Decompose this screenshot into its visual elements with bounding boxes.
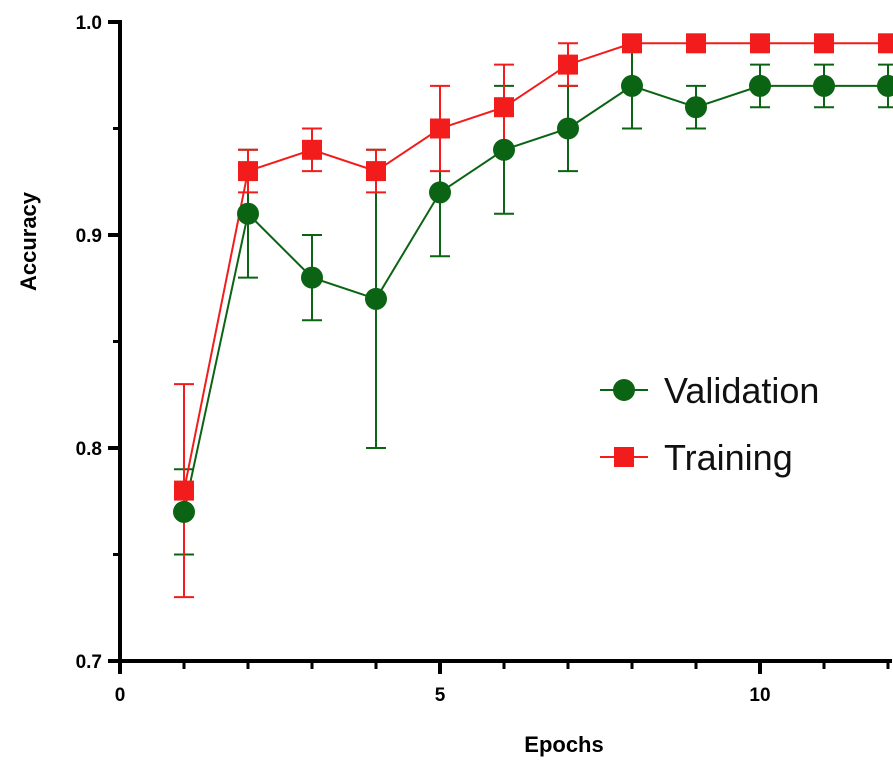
legend: Validation Training bbox=[600, 370, 819, 478]
legend-item-validation: Validation bbox=[600, 370, 819, 411]
training-point bbox=[494, 97, 514, 118]
x-tick-label: 10 bbox=[749, 685, 770, 706]
training-point bbox=[174, 480, 194, 501]
legend-item-training: Training bbox=[600, 437, 793, 478]
x-tick-label: 0 bbox=[115, 685, 126, 706]
ticks: 0.7 0.8 0.9 1.0 0 5 10 bbox=[76, 13, 890, 706]
training-point bbox=[302, 139, 322, 160]
validation-point bbox=[813, 74, 835, 97]
x-tick-label: 5 bbox=[435, 685, 446, 706]
validation-point bbox=[685, 96, 707, 119]
legend-marker-validation bbox=[613, 379, 635, 401]
training-point bbox=[878, 33, 893, 54]
validation-point bbox=[301, 266, 323, 289]
y-axis-title: Accuracy bbox=[16, 191, 41, 291]
y-tick-label: 0.7 bbox=[76, 652, 102, 673]
validation-point bbox=[493, 138, 515, 161]
training-point bbox=[238, 161, 258, 182]
y-tick-label: 0.9 bbox=[76, 226, 102, 247]
validation-point bbox=[429, 181, 451, 204]
training-point bbox=[430, 118, 450, 139]
validation-point bbox=[749, 74, 771, 97]
validation-point bbox=[237, 202, 259, 225]
y-tick-label: 1.0 bbox=[76, 13, 102, 34]
x-axis-title: Epochs bbox=[524, 732, 603, 757]
series-markers bbox=[173, 33, 893, 523]
training-point bbox=[686, 33, 706, 54]
training-point bbox=[558, 54, 578, 75]
training-point bbox=[366, 161, 386, 182]
training-point bbox=[814, 33, 834, 54]
legend-marker-training bbox=[614, 447, 634, 467]
legend-label-validation: Validation bbox=[664, 370, 819, 411]
legend-label-training: Training bbox=[664, 437, 793, 478]
error-bars bbox=[174, 42, 893, 599]
training-point bbox=[750, 33, 770, 54]
validation-point bbox=[557, 117, 579, 140]
validation-point bbox=[621, 74, 643, 97]
validation-point bbox=[365, 287, 387, 310]
validation-point bbox=[877, 74, 893, 97]
y-tick-label: 0.8 bbox=[76, 439, 102, 460]
validation-point bbox=[173, 500, 195, 523]
training-line bbox=[183, 42, 888, 491]
training-point bbox=[622, 33, 642, 54]
